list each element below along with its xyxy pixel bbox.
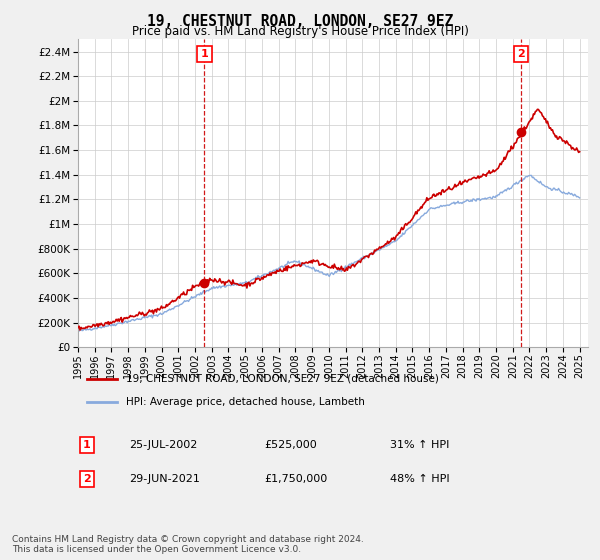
- Text: Contains HM Land Registry data © Crown copyright and database right 2024.
This d: Contains HM Land Registry data © Crown c…: [12, 535, 364, 554]
- Text: HPI: Average price, detached house, Lambeth: HPI: Average price, detached house, Lamb…: [125, 397, 364, 407]
- Text: 19, CHESTNUT ROAD, LONDON, SE27 9EZ (detached house): 19, CHESTNUT ROAD, LONDON, SE27 9EZ (det…: [125, 374, 439, 384]
- Text: 1: 1: [83, 440, 91, 450]
- Text: 2: 2: [83, 474, 91, 484]
- Text: 1: 1: [200, 49, 208, 59]
- Text: £1,750,000: £1,750,000: [264, 474, 327, 484]
- Text: 19, CHESTNUT ROAD, LONDON, SE27 9EZ: 19, CHESTNUT ROAD, LONDON, SE27 9EZ: [147, 14, 453, 29]
- Text: £525,000: £525,000: [264, 440, 317, 450]
- Text: 25-JUL-2002: 25-JUL-2002: [129, 440, 197, 450]
- Text: 29-JUN-2021: 29-JUN-2021: [129, 474, 200, 484]
- Text: Price paid vs. HM Land Registry's House Price Index (HPI): Price paid vs. HM Land Registry's House …: [131, 25, 469, 38]
- Text: 2: 2: [517, 49, 525, 59]
- Text: 31% ↑ HPI: 31% ↑ HPI: [390, 440, 449, 450]
- Text: 48% ↑ HPI: 48% ↑ HPI: [390, 474, 449, 484]
